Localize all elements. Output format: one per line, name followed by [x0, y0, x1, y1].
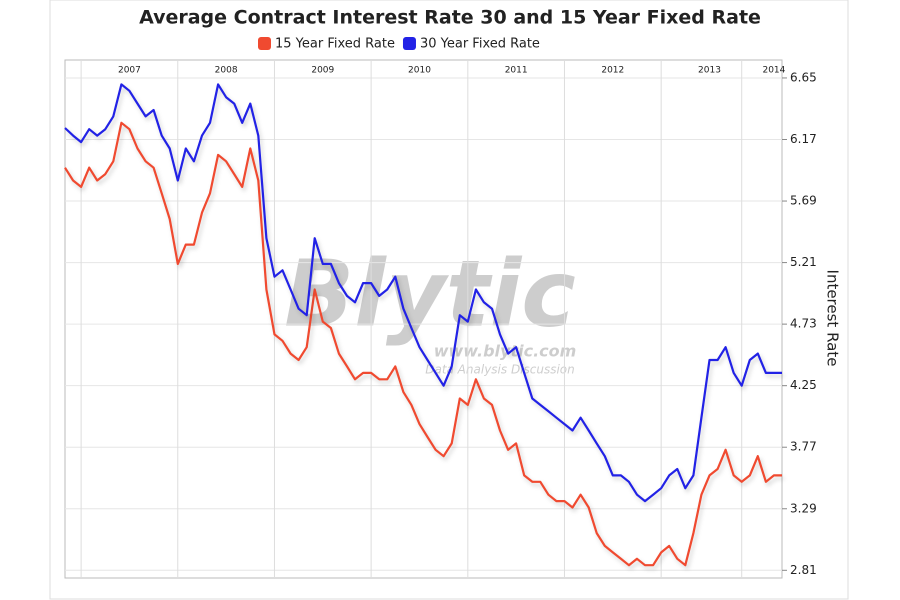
y-tick-label: 6.17: [790, 132, 817, 146]
y-tick-label: 4.73: [790, 317, 817, 331]
x-tick-label: 2013: [698, 66, 721, 76]
y-tick-label: 2.81: [790, 563, 817, 577]
y-axis-title: Interest Rate: [824, 270, 842, 367]
legend-label: 15 Year Fixed Rate: [275, 37, 395, 52]
series-line: [64, 121, 782, 567]
legend: 15 Year Fixed Rate 30 Year Fixed Rate: [258, 37, 540, 52]
plot-area: [64, 59, 783, 579]
x-tick-label: 2007: [118, 66, 141, 76]
y-tick-label: 3.29: [790, 501, 817, 515]
x-tick-label: 2010: [408, 66, 431, 76]
y-tick-label: 5.21: [790, 255, 817, 269]
watermark-url: www.blytic.com: [434, 342, 577, 361]
x-tick-label: 2008: [215, 66, 238, 76]
x-tick-label: 2011: [505, 66, 528, 76]
series-line: [64, 83, 782, 503]
chart-title: Average Contract Interest Rate 30 and 15…: [139, 7, 761, 29]
watermark-tagline: Data Analysis Discussion: [425, 363, 575, 377]
y-tick-label: 3.77: [790, 440, 817, 454]
y-tick-label: 5.69: [790, 194, 817, 208]
x-tick-label: 2014: [762, 66, 785, 76]
legend-swatch: [258, 37, 271, 50]
legend-swatch: [402, 37, 416, 50]
y-tick-label: 4.25: [790, 378, 817, 392]
watermark-logo: Blytic: [284, 240, 576, 347]
legend-label: 30 Year Fixed Rate: [420, 37, 540, 52]
watermark: Blytic www.blytic.com Data Analysis Disc…: [284, 240, 576, 376]
x-tick-label: 2012: [601, 66, 624, 76]
x-tick-label: 2009: [311, 66, 334, 76]
y-tick-label: 6.65: [790, 70, 817, 84]
